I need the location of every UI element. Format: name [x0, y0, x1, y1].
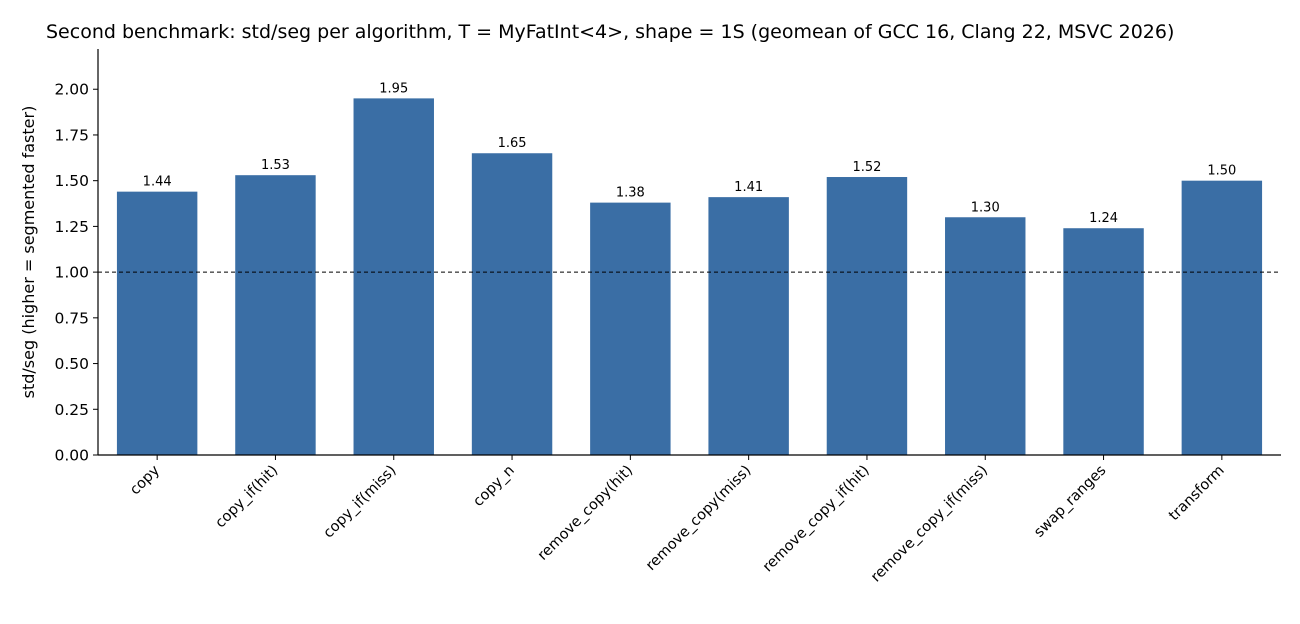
- y-tick-label: 1.75: [54, 126, 89, 144]
- bar: [116, 191, 198, 455]
- bar: [471, 153, 553, 456]
- y-tick-label: 0.75: [54, 309, 89, 327]
- x-tick-label: remove_copy_if(miss): [868, 463, 991, 586]
- bar-value-label: 1.65: [498, 136, 527, 151]
- axes: [97, 49, 1281, 456]
- x-tick-label: swap_ranges: [1031, 463, 1109, 541]
- bar-value-label: 1.50: [1207, 164, 1236, 179]
- y-tick-label: 1.25: [54, 218, 89, 236]
- bar-value-label: 1.53: [261, 158, 290, 173]
- y-tick-label: 2.00: [54, 81, 89, 99]
- bar-value-labels: 1.44 1.53 1.95 1.65 1.38 1.41 1.52 1.30 1.24 1.50: [143, 81, 1237, 226]
- bar-value-label: 1.30: [971, 200, 1000, 215]
- bar-value-label: 1.24: [1089, 211, 1118, 226]
- x-tick-label: remove_copy(miss): [643, 463, 754, 574]
- bars: [116, 98, 1263, 456]
- bar: [708, 197, 789, 455]
- bar: [1063, 228, 1144, 455]
- bar: [1181, 180, 1263, 456]
- bar: [235, 175, 316, 455]
- x-tick-label: copy_if(hit): [213, 463, 282, 532]
- x-tick-label: remove_copy_if(hit): [760, 463, 873, 576]
- x-axis-ticks: copy copy_if(hit) copy_if(miss) copy_n remov…: [127, 455, 1228, 585]
- y-tick-label: 0.00: [54, 447, 89, 465]
- bar: [826, 177, 908, 456]
- bar-value-label: 1.95: [379, 81, 408, 96]
- bar-value-label: 1.44: [143, 175, 172, 190]
- bar: [590, 202, 671, 455]
- bar: [353, 98, 434, 455]
- x-tick-label: copy: [127, 462, 163, 498]
- bar-value-label: 1.41: [734, 180, 763, 195]
- bar-value-label: 1.38: [616, 186, 645, 201]
- bar: [945, 217, 1026, 455]
- x-tick-label: transform: [1166, 463, 1228, 525]
- y-axis-ticks: 0.00 0.25 0.50 0.75 1.00 1.25 1.50 1.75 2.00: [54, 81, 98, 465]
- y-tick-label: 1.50: [54, 172, 89, 190]
- bar-value-label: 1.52: [852, 160, 881, 175]
- x-tick-label: copy_n: [470, 463, 517, 510]
- y-tick-label: 0.50: [54, 355, 89, 373]
- y-tick-label: 1.00: [54, 264, 89, 282]
- x-tick-label: copy_if(miss): [321, 463, 400, 542]
- y-axis-label: std/seg (higher = segmented faster): [19, 106, 38, 399]
- y-tick-label: 0.25: [54, 401, 89, 419]
- x-tick-label: remove_copy(hit): [535, 463, 636, 564]
- chart-title: Second benchmark: std/seg per algorithm,…: [46, 21, 1174, 43]
